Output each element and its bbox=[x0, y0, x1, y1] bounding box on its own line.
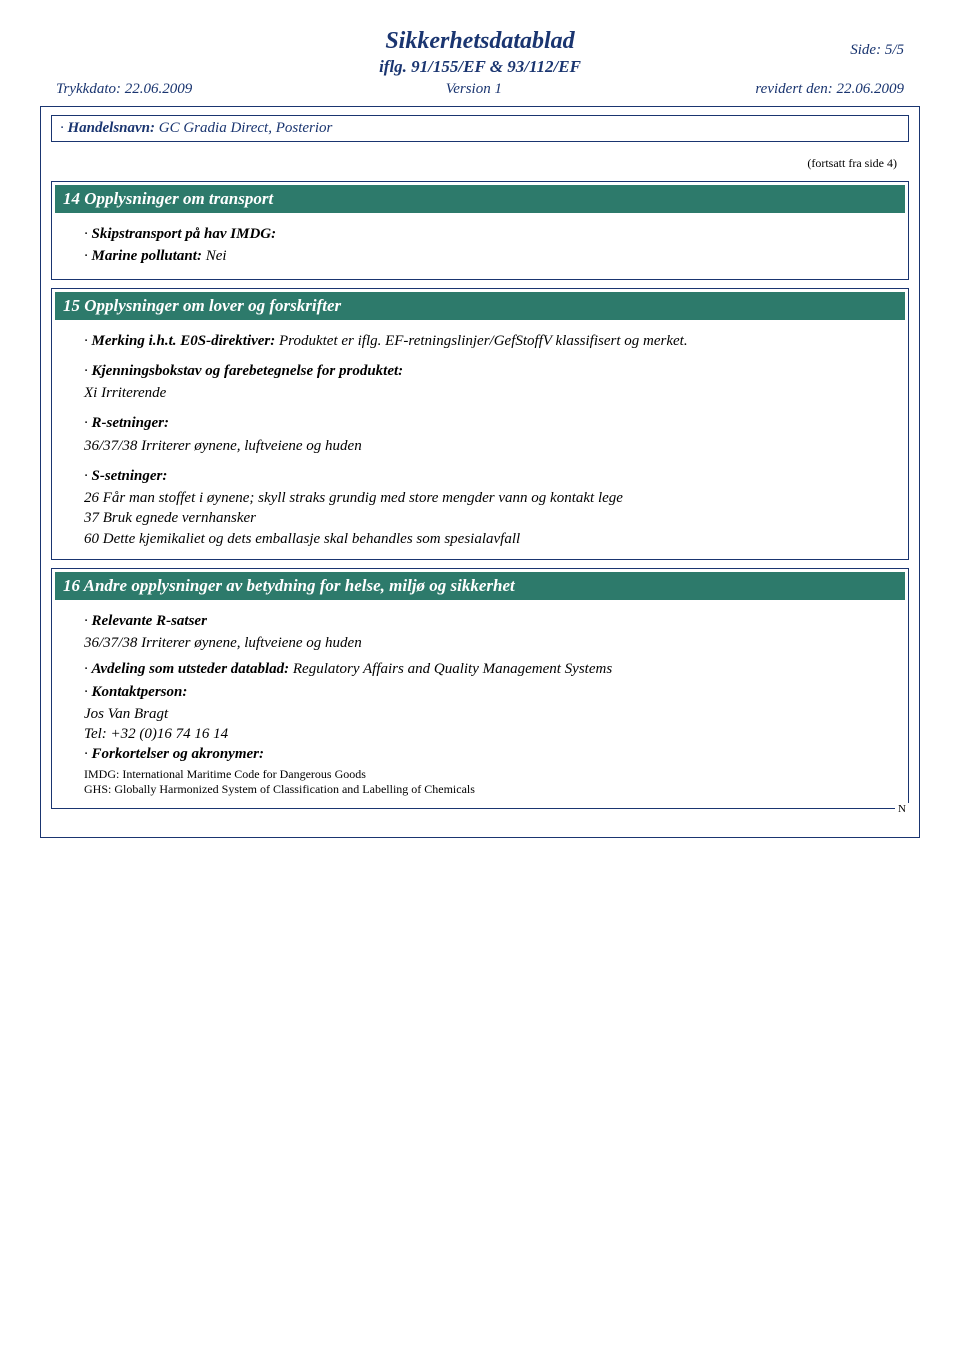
section-15-body: Merking i.h.t. E0S-direktiver: Produktet… bbox=[52, 323, 908, 549]
abbrev-line-1: IMDG: International Maritime Code for Da… bbox=[84, 767, 890, 783]
continued-from-note: (fortsatt fra side 4) bbox=[41, 150, 919, 173]
relevante-r-value: 36/37/38 Irriterer øynene, luftveiene og… bbox=[84, 633, 890, 653]
document-title: Sikkerhetsdatablad bbox=[0, 28, 960, 55]
section-16-header: 16 Andre opplysninger av betydning for h… bbox=[55, 572, 905, 600]
avdeling-value: Regulatory Affairs and Quality Managemen… bbox=[289, 661, 612, 677]
s-setninger-line3: 60 Dette kjemikaliet og dets emballasje … bbox=[84, 529, 890, 549]
forkortelser-label: Forkortelser og akronymer: bbox=[84, 746, 264, 762]
marine-pollutant-label: Marine pollutant: bbox=[84, 248, 202, 264]
merking-value: Produktet er iflg. EF-retningslinjer/Gef… bbox=[275, 333, 687, 349]
page-indicator: Side: 5/5 bbox=[850, 42, 904, 59]
kontaktperson-label: Kontaktperson: bbox=[84, 684, 187, 700]
merking-label: Merking i.h.t. E0S-direktiver: bbox=[84, 333, 275, 349]
r-setninger-value: 36/37/38 Irriterer øynene, luftveiene og… bbox=[84, 436, 890, 456]
revised-date: revidert den: 22.06.2009 bbox=[755, 81, 904, 98]
kjenning-label: Kjenningsbokstav og farebetegnelse for p… bbox=[84, 363, 403, 379]
page-outer-frame: Handelsnavn: GC Gradia Direct, Posterior… bbox=[40, 106, 920, 838]
kontaktperson-tel: Tel: +32 (0)16 74 16 14 bbox=[84, 724, 890, 744]
section-15-header: 15 Opplysninger om lover og forskrifter bbox=[55, 292, 905, 320]
kontaktperson-name: Jos Van Bragt bbox=[84, 704, 890, 724]
ship-transport-label: Skipstransport på hav IMDG: bbox=[84, 226, 276, 242]
document-subtitle: iflg. 91/155/EF & 93/112/EF bbox=[0, 57, 960, 77]
avdeling-label: Avdeling som utsteder datablad: bbox=[84, 661, 289, 677]
section-14-body: Skipstransport på hav IMDG: Marine pollu… bbox=[52, 216, 908, 267]
header-meta-row: Trykkdato: 22.06.2009 Version 1 revidert… bbox=[0, 77, 960, 98]
print-date: Trykkdato: 22.06.2009 bbox=[56, 81, 192, 98]
product-name-box: Handelsnavn: GC Gradia Direct, Posterior bbox=[51, 115, 909, 142]
r-setninger-label: R-setninger: bbox=[84, 415, 169, 431]
abbrev-line-2: GHS: Globally Harmonized System of Class… bbox=[84, 782, 890, 798]
section-16: 16 Andre opplysninger av betydning for h… bbox=[51, 568, 909, 809]
version: Version 1 bbox=[446, 81, 502, 98]
section-15: 15 Opplysninger om lover og forskrifter … bbox=[51, 288, 909, 560]
product-label: Handelsnavn: bbox=[60, 120, 155, 136]
s-setninger-line2: 37 Bruk egnede vernhansker bbox=[84, 508, 890, 528]
s-setninger-label: S-setninger: bbox=[84, 468, 167, 484]
product-value: GC Gradia Direct, Posterior bbox=[155, 120, 332, 136]
section-14: 14 Opplysninger om transport Skipstransp… bbox=[51, 181, 909, 280]
s-setninger-line1: 26 Får man stoffet i øynene; skyll strak… bbox=[84, 488, 890, 508]
section-14-header: 14 Opplysninger om transport bbox=[55, 185, 905, 213]
section-16-body: Relevante R-satser 36/37/38 Irriterer øy… bbox=[52, 603, 908, 798]
marine-pollutant-value: Nei bbox=[202, 248, 227, 264]
relevante-r-label: Relevante R-satser bbox=[84, 613, 207, 629]
kjenning-value: Xi Irriterende bbox=[84, 383, 890, 403]
n-mark: N bbox=[895, 803, 909, 815]
